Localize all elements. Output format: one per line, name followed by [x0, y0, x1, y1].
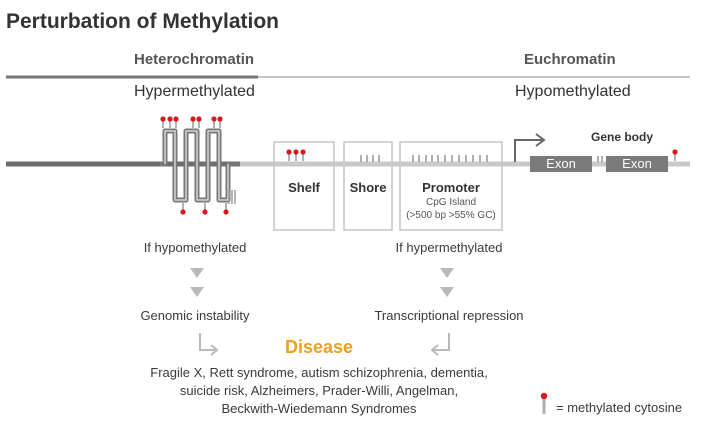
- shelf-box: [273, 141, 335, 231]
- left-condition: If hypomethylated: [143, 240, 247, 255]
- coil-end-ticks: [228, 190, 236, 204]
- methyl-cytosine-icon: [672, 149, 678, 161]
- methyl-cytosine-icon: [286, 149, 292, 161]
- cpg-island-label: CpG Island: [425, 197, 477, 208]
- page-title: Perturbation of Methylation: [6, 10, 279, 33]
- legend-methyl-icon: [540, 392, 548, 414]
- heterochromatin-coil-inner: [164, 130, 229, 201]
- heterochromatin-label: Heterochromatin: [134, 51, 255, 68]
- left-effect: Genomic instability: [140, 308, 250, 323]
- promoter-label: Promoter: [422, 180, 480, 195]
- methyl-cytosine-icon: [211, 116, 217, 128]
- methyl-cytosine-icon: [173, 116, 179, 128]
- exon-2-box: [606, 156, 668, 172]
- methyl-cytosine-icon: [167, 116, 173, 128]
- methyl-cytosine-icon: [160, 116, 166, 128]
- right-elbow-arrow: [430, 333, 450, 356]
- exon-1-label: Exon: [546, 156, 576, 171]
- gene-body-methyl-mark: [672, 149, 678, 161]
- hypermethylated-label: Hypermethylated: [134, 83, 255, 100]
- shore-label: Shore: [349, 180, 387, 195]
- exon-2-label: Exon: [622, 156, 652, 171]
- disease-list-line-2: suicide risk, Alzheimers, Prader-Willi, …: [179, 383, 459, 398]
- left-down-arrows: [190, 268, 204, 297]
- methyl-cytosine-icon: [300, 149, 306, 161]
- exon-1-box: [530, 156, 592, 172]
- disease-list-line-1: Fragile X, Rett syndrome, autism schizop…: [150, 365, 488, 380]
- methyl-cytosine-icon: [293, 149, 299, 161]
- right-effect: Transcriptional repression: [374, 308, 524, 323]
- right-condition: If hypermethylated: [395, 240, 503, 255]
- methyl-cytosine-icon: [217, 116, 223, 128]
- methyl-cytosine-icon: [223, 203, 229, 215]
- methyl-cytosine-icon: [196, 116, 202, 128]
- methyl-cytosine-icon: [202, 203, 208, 215]
- right-down-arrows: [440, 268, 454, 297]
- disease-heading: Disease: [284, 337, 354, 357]
- left-elbow-arrow: [199, 333, 219, 356]
- transcription-start-arrow: [514, 133, 546, 162]
- methyl-cytosine-icon: [180, 203, 186, 215]
- coil-methyl-marks: [160, 116, 229, 215]
- cpg-island-detail: (>500 bp >55% GC): [406, 210, 496, 221]
- gene-body-ticks: [597, 156, 603, 162]
- euchromatin-label: Euchromatin: [524, 51, 616, 68]
- cpg-ticks: [360, 155, 488, 162]
- hypomethylated-label: Hypomethylated: [515, 83, 631, 100]
- shelf-methyl-marks: [286, 149, 306, 161]
- gene-body-label: Gene body: [591, 130, 654, 144]
- methyl-cytosine-icon: [190, 116, 196, 128]
- shelf-label: Shelf: [288, 180, 320, 195]
- disease-list-line-3: Beckwith-Wiedemann Syndromes: [221, 401, 417, 416]
- legend-label: = methylated cytosine: [556, 400, 683, 415]
